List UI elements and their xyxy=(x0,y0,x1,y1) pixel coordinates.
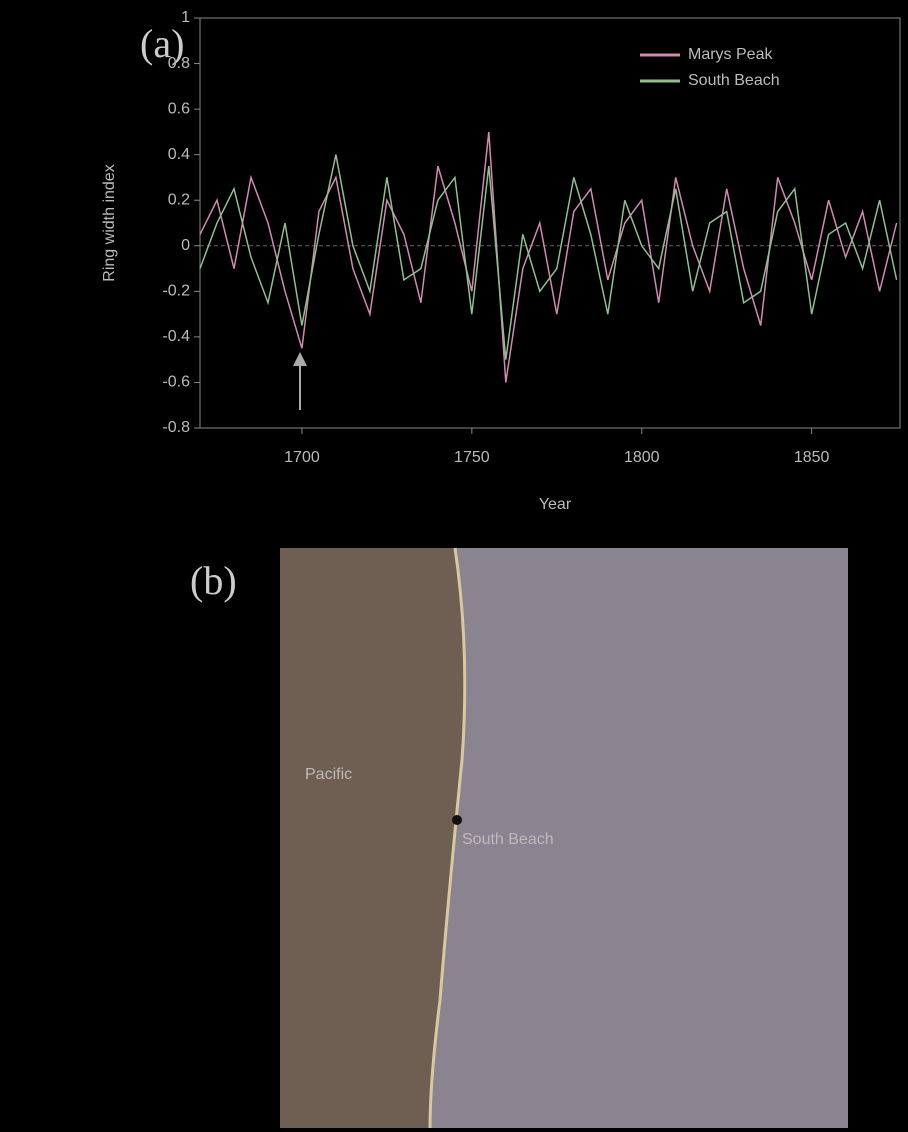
map-place: Pacific xyxy=(305,766,352,783)
y-tick-label: 0.4 xyxy=(168,146,190,163)
event-arrow-head xyxy=(293,352,307,366)
y-axis-label: Ring width index xyxy=(101,164,118,281)
x-axis-label: Year xyxy=(539,496,572,513)
x-tick-label: 1800 xyxy=(624,449,660,466)
y-tick-label: -0.8 xyxy=(162,419,190,436)
map: (b) Pacific South Beach xyxy=(190,547,848,1129)
y-tick-label: 0.8 xyxy=(168,55,190,72)
y-tick-label: -0.2 xyxy=(162,283,190,300)
legend-label: Marys Peak xyxy=(688,46,773,63)
y-tick-label: -0.6 xyxy=(162,374,190,391)
site-marker xyxy=(452,815,462,825)
x-tick-label: 1700 xyxy=(284,449,320,466)
map-place: South Beach xyxy=(462,831,554,848)
coastline xyxy=(428,547,467,1129)
plot-frame xyxy=(199,17,901,429)
y-tick-label: 0.6 xyxy=(168,100,190,117)
legend-label: South Beach xyxy=(688,72,780,89)
y-tick-label: 1 xyxy=(181,9,190,26)
y-tick-label: 0.2 xyxy=(168,191,190,208)
series-line xyxy=(199,131,898,383)
series-line xyxy=(199,154,898,360)
y-tick-label: -0.4 xyxy=(162,328,190,345)
x-tick-label: 1750 xyxy=(454,449,490,466)
panel-label: (b) xyxy=(190,558,237,603)
panel-label: (a) xyxy=(140,21,184,66)
x-tick-label: 1850 xyxy=(794,449,830,466)
map-ocean xyxy=(280,548,465,1128)
y-tick-label: 0 xyxy=(181,237,190,254)
